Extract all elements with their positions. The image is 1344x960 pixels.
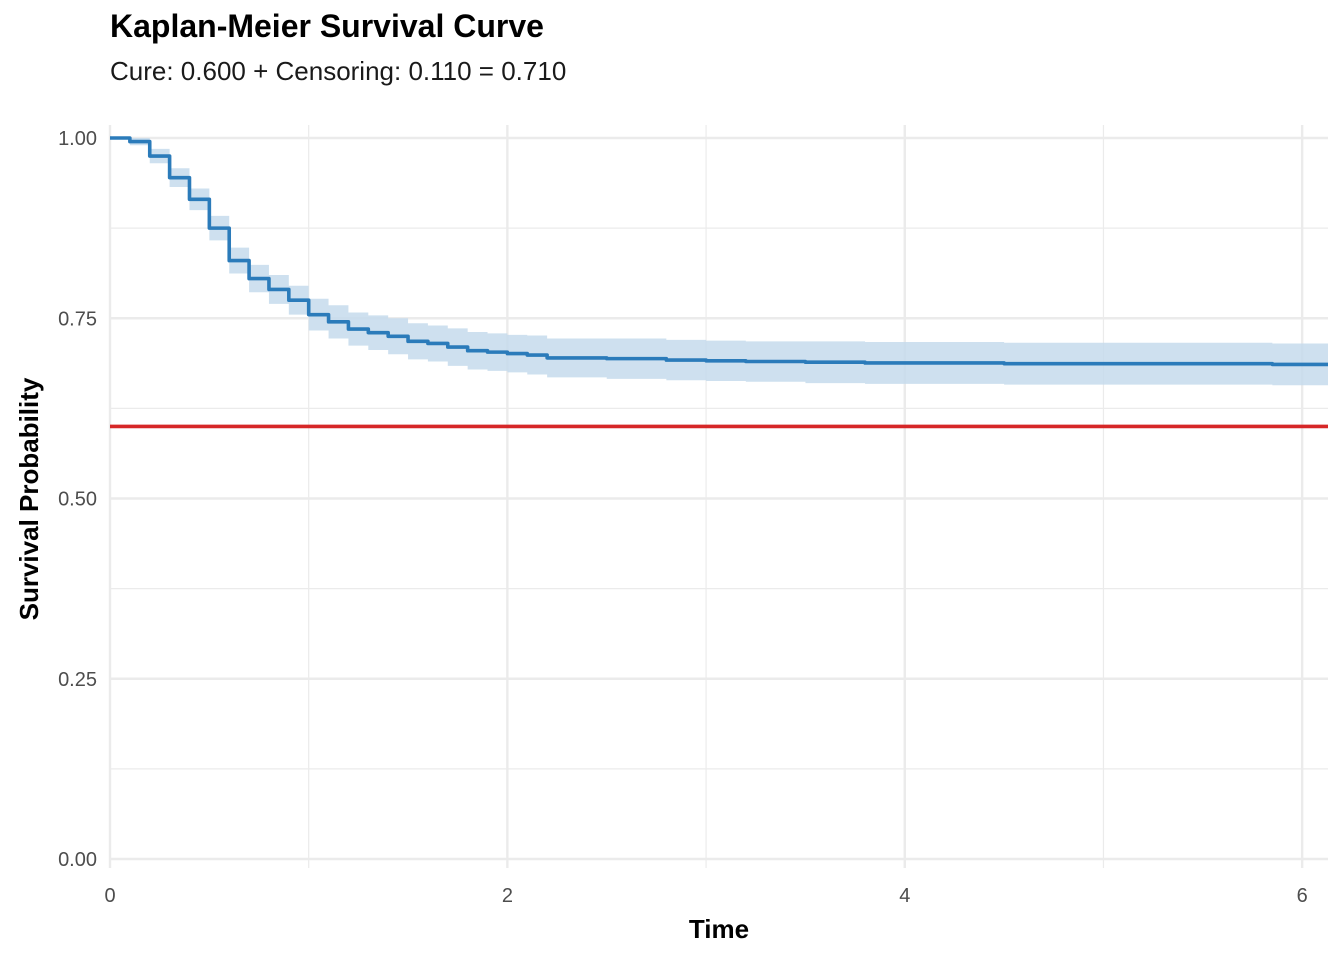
chart-subtitle: Cure: 0.600 + Censoring: 0.110 = 0.710 bbox=[110, 56, 567, 86]
y-tick-label: 0.75 bbox=[58, 308, 97, 330]
x-axis-title: Time bbox=[689, 914, 749, 944]
y-tick-label: 0.25 bbox=[58, 669, 97, 691]
x-tick-label: 6 bbox=[1297, 885, 1308, 907]
plot-marks bbox=[110, 136, 1328, 429]
x-tick-label: 0 bbox=[104, 885, 115, 907]
tick-labels: 0 2 4 6 0.00 0.25 0.50 0.75 1.00 bbox=[58, 128, 1308, 907]
y-tick-label: 0.00 bbox=[58, 849, 97, 871]
major-grid bbox=[108, 125, 1328, 868]
y-tick-label: 1.00 bbox=[58, 128, 97, 150]
x-tick-label: 2 bbox=[502, 885, 513, 907]
chart-title: Kaplan-Meier Survival Curve bbox=[110, 8, 544, 44]
survival-curve bbox=[110, 136, 1328, 367]
y-tick-label: 0.50 bbox=[58, 489, 97, 511]
x-tick-label: 4 bbox=[899, 885, 910, 907]
y-axis-title: Survival Probability bbox=[14, 377, 44, 620]
minor-grid bbox=[110, 125, 1328, 868]
confidence-band bbox=[110, 138, 1328, 386]
